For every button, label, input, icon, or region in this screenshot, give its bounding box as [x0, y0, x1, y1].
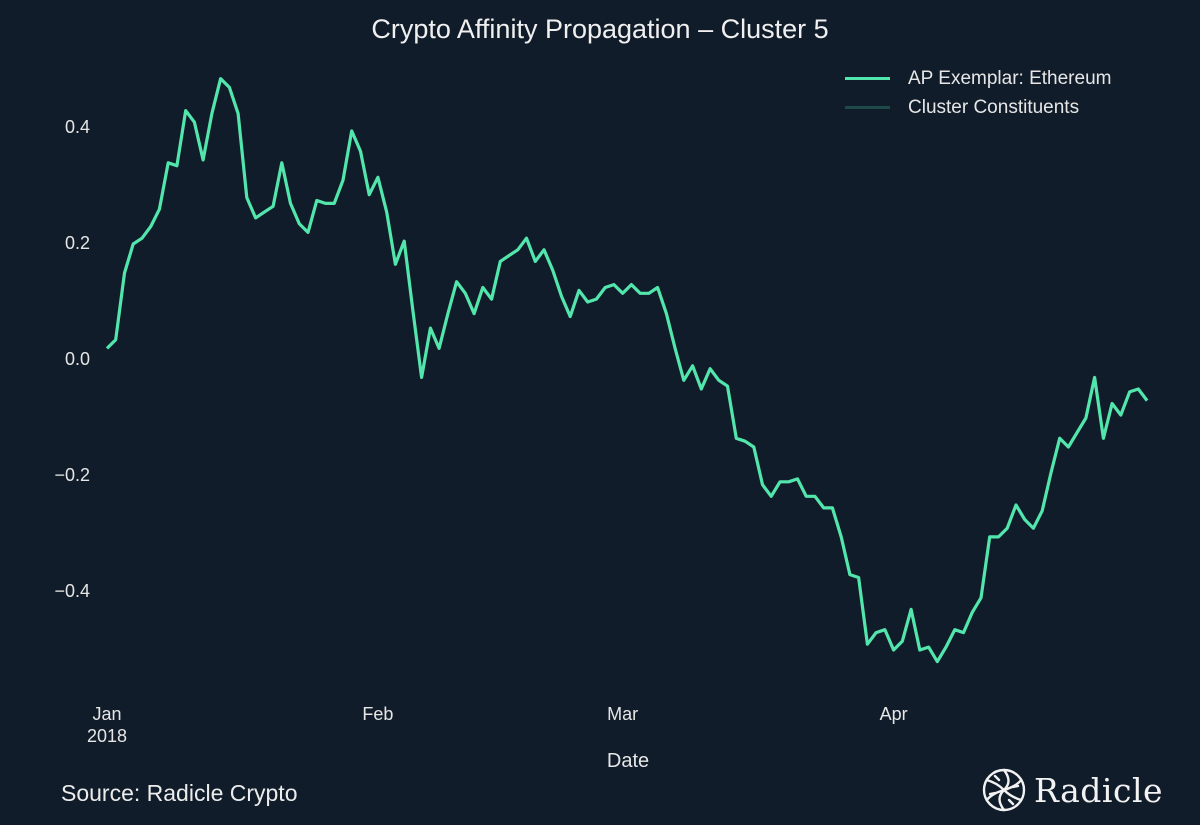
x-tick-month: Jan: [92, 704, 122, 724]
y-tick-label: 0.4: [64, 117, 90, 137]
x-tick-label: Mar: [583, 703, 663, 725]
series-layer: [105, 77, 1149, 664]
legend: AP Exemplar: Ethereum Cluster Constituen…: [845, 64, 1111, 122]
y-tick-label: 0.0: [64, 349, 90, 369]
x-tick-label: Jan 2018: [67, 703, 147, 747]
radicle-logo-icon: [982, 768, 1026, 812]
x-axis-label: Date: [606, 750, 650, 772]
legend-label-exemplar: AP Exemplar: Ethereum: [908, 67, 1112, 89]
x-tick-label: Apr: [854, 703, 934, 725]
brand-name: Radicle: [1034, 770, 1164, 810]
legend-item-exemplar: AP Exemplar: Ethereum: [845, 64, 1111, 93]
x-tick-month: Apr: [879, 704, 908, 724]
source-note: Source: Radicle Crypto: [61, 780, 298, 806]
legend-swatch-constituents: [845, 106, 890, 109]
x-tick-month: Feb: [362, 704, 394, 724]
legend-swatch-exemplar: [845, 77, 890, 80]
y-tick-label: 0.2: [64, 233, 90, 253]
legend-item-constituents: Cluster Constituents: [845, 93, 1111, 122]
x-tick-label: Feb: [338, 703, 418, 725]
chart-title: Crypto Affinity Propagation – Cluster 5: [371, 14, 829, 44]
legend-label-constituents: Cluster Constituents: [908, 96, 1080, 118]
series-line-0: [105, 77, 1149, 664]
brand-logo: Radicle: [980, 766, 1163, 814]
y-tick-label: −0.4: [54, 581, 90, 601]
x-tick-month: Mar: [607, 704, 639, 724]
x-tick-year: 2018: [86, 726, 128, 746]
y-tick-label: −0.2: [54, 465, 90, 485]
